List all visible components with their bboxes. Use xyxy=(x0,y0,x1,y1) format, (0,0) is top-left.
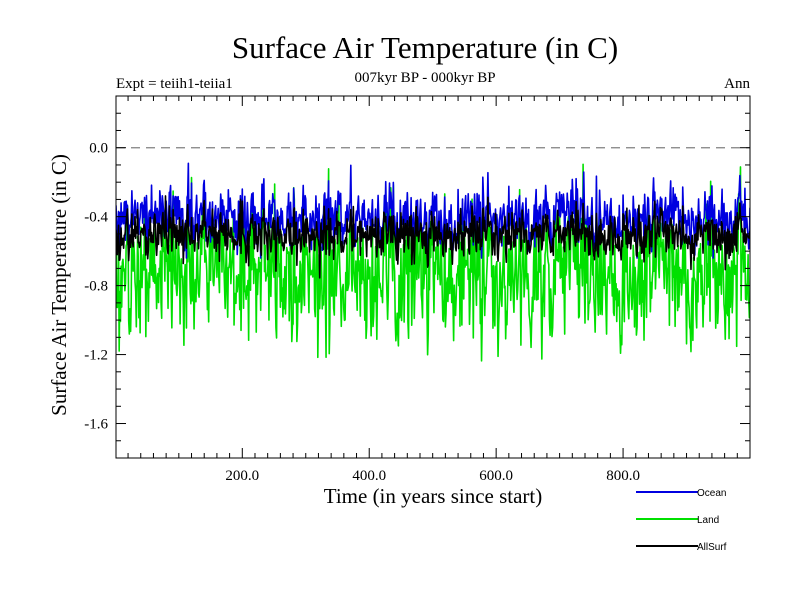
series-line-allsurf xyxy=(116,195,750,279)
x-tick-label: 200.0 xyxy=(225,468,259,484)
legend-label-ocean: Ocean xyxy=(697,488,726,499)
y-tick-label: -1.6 xyxy=(84,417,108,433)
y-axis: 0.0 -0.4 -0.8 -1.2 -1.6 xyxy=(84,95,750,459)
experiment-label: Expt = teiih1-teiia1 xyxy=(116,76,233,92)
y-axis-label: Surface Air Temperature (in C) xyxy=(47,154,71,416)
series-line-ocean xyxy=(116,162,750,259)
chart-subtitle: 007kyr BP - 000kyr BP xyxy=(354,70,495,86)
y-tick-label: -1.2 xyxy=(84,348,108,364)
x-tick-label: 400.0 xyxy=(352,468,386,484)
x-tick-label: 600.0 xyxy=(479,468,513,484)
season-label: Ann xyxy=(724,76,750,92)
legend: Ocean Land AllSurf xyxy=(636,488,727,553)
legend-label-allsurf: AllSurf xyxy=(697,542,727,553)
x-tick-label: 800.0 xyxy=(606,468,640,484)
y-tick-label: 0.0 xyxy=(89,141,108,157)
series-layer xyxy=(116,162,750,362)
x-axis-label: Time (in years since start) xyxy=(324,484,543,508)
chart-title: Surface Air Temperature (in C) xyxy=(232,30,618,65)
y-tick-label: -0.4 xyxy=(84,210,108,226)
legend-label-land: Land xyxy=(697,515,719,526)
x-axis: 200.0 400.0 600.0 800.0 xyxy=(127,96,751,484)
y-tick-label: -0.8 xyxy=(84,279,108,295)
